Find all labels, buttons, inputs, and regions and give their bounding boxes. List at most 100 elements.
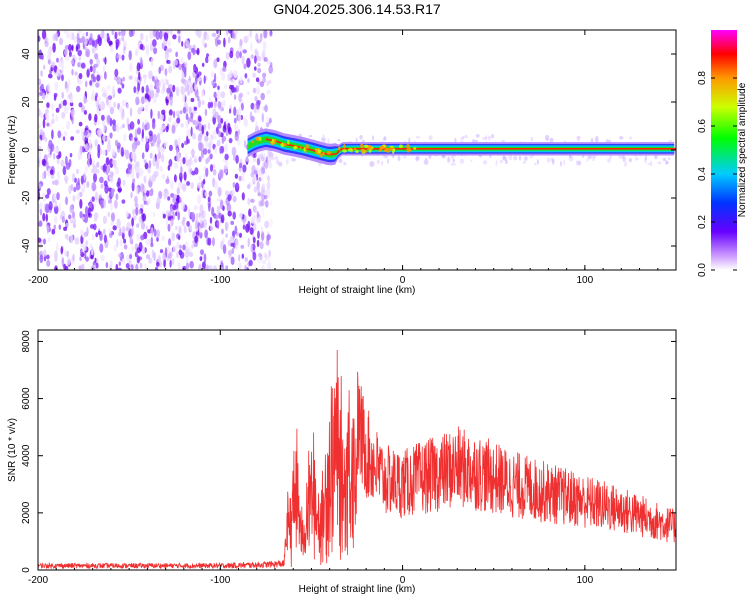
noise-speckle bbox=[120, 146, 125, 157]
noise-speckle bbox=[217, 85, 220, 91]
noise-speckle bbox=[210, 71, 215, 78]
noise-speckle bbox=[109, 171, 114, 178]
noise-speckle bbox=[99, 243, 104, 253]
noise-speckle bbox=[123, 41, 128, 47]
noise-speckle bbox=[261, 76, 265, 83]
tone-track-blob bbox=[299, 146, 302, 149]
noise-speckle bbox=[204, 108, 208, 116]
noise-speckle bbox=[181, 71, 185, 80]
tone-track-blob bbox=[319, 153, 323, 158]
noise-speckle bbox=[113, 101, 117, 108]
noise-speckle bbox=[266, 89, 271, 95]
noise-speckle bbox=[135, 48, 139, 56]
noise-speckle bbox=[230, 78, 236, 84]
noise-speckle bbox=[206, 131, 209, 137]
noise-speckle bbox=[98, 194, 102, 199]
noise-speckle bbox=[233, 94, 237, 100]
noise-speckle bbox=[161, 109, 166, 115]
noise-speckle bbox=[152, 75, 155, 82]
noise-speckle bbox=[235, 50, 240, 59]
noise-speckle bbox=[187, 89, 190, 96]
noise-speckle bbox=[94, 95, 98, 102]
noise-speckle bbox=[123, 238, 126, 244]
noise-speckle bbox=[189, 224, 193, 231]
noise-speckle bbox=[159, 113, 164, 121]
signal-halo-speckle bbox=[464, 134, 468, 139]
noise-speckle bbox=[55, 114, 59, 122]
noise-speckle bbox=[97, 230, 101, 236]
noise-speckle bbox=[197, 182, 202, 189]
noise-speckle bbox=[239, 212, 243, 219]
noise-speckle bbox=[232, 211, 236, 220]
noise-speckle bbox=[69, 204, 74, 214]
noise-speckle bbox=[267, 175, 270, 183]
noise-speckle bbox=[43, 170, 47, 180]
noise-speckle bbox=[56, 192, 60, 201]
noise-speckle bbox=[49, 123, 53, 128]
noise-speckle bbox=[260, 199, 265, 207]
noise-speckle bbox=[143, 187, 147, 194]
noise-speckle bbox=[194, 119, 199, 127]
noise-speckle bbox=[114, 139, 119, 147]
noise-speckle bbox=[231, 146, 237, 156]
noise-speckle bbox=[238, 254, 241, 262]
noise-speckle bbox=[137, 118, 141, 125]
noise-speckle bbox=[96, 106, 100, 115]
noise-speckle bbox=[165, 178, 170, 185]
noise-speckle bbox=[268, 249, 271, 258]
noise-speckle bbox=[216, 205, 221, 211]
tone-track-blob bbox=[322, 152, 325, 156]
noise-speckle bbox=[186, 220, 190, 227]
noise-speckle bbox=[182, 157, 186, 165]
noise-speckle bbox=[136, 223, 140, 228]
noise-speckle bbox=[223, 168, 227, 174]
noise-speckle bbox=[226, 223, 229, 228]
noise-speckle bbox=[168, 65, 173, 74]
noise-speckle bbox=[110, 212, 116, 222]
signal-halo-speckle bbox=[371, 161, 375, 166]
noise-speckle bbox=[190, 212, 195, 219]
noise-speckle bbox=[116, 238, 119, 248]
noise-speckle bbox=[182, 96, 186, 103]
noise-speckle bbox=[190, 182, 194, 189]
noise-speckle bbox=[111, 119, 116, 126]
noise-speckle bbox=[95, 262, 99, 269]
noise-speckle bbox=[262, 77, 266, 83]
noise-speckle bbox=[75, 129, 80, 134]
noise-speckle bbox=[175, 147, 179, 156]
noise-speckle bbox=[94, 113, 98, 123]
noise-speckle bbox=[197, 115, 202, 122]
noise-speckle bbox=[198, 156, 202, 163]
noise-speckle bbox=[228, 69, 233, 79]
noise-speckle bbox=[65, 155, 68, 166]
noise-speckle bbox=[167, 245, 170, 256]
noise-speckle bbox=[167, 165, 171, 171]
noise-speckle bbox=[253, 222, 257, 232]
noise-speckle bbox=[188, 208, 191, 218]
noise-speckle bbox=[45, 112, 50, 123]
noise-speckle bbox=[252, 214, 258, 220]
noise-speckle bbox=[227, 250, 233, 256]
noise-speckle bbox=[187, 80, 191, 85]
noise-speckle bbox=[87, 153, 91, 160]
noise-speckle bbox=[176, 187, 180, 195]
noise-speckle bbox=[84, 206, 89, 216]
noise-speckle bbox=[103, 180, 108, 187]
noise-speckle bbox=[38, 78, 42, 86]
noise-speckle bbox=[135, 206, 139, 216]
noise-speckle bbox=[233, 106, 237, 116]
noise-speckle bbox=[102, 123, 106, 133]
noise-speckle bbox=[185, 113, 189, 121]
signal-halo-speckle bbox=[415, 156, 420, 161]
noise-speckle bbox=[238, 93, 242, 103]
noise-speckle bbox=[172, 245, 177, 253]
noise-speckle bbox=[267, 253, 271, 262]
signal-halo-speckle bbox=[647, 162, 650, 166]
noise-speckle bbox=[264, 104, 268, 113]
noise-speckle bbox=[217, 220, 220, 230]
noise-speckle bbox=[148, 70, 153, 80]
noise-speckle bbox=[197, 134, 202, 142]
noise-speckle bbox=[242, 49, 247, 54]
noise-speckle bbox=[132, 178, 136, 184]
